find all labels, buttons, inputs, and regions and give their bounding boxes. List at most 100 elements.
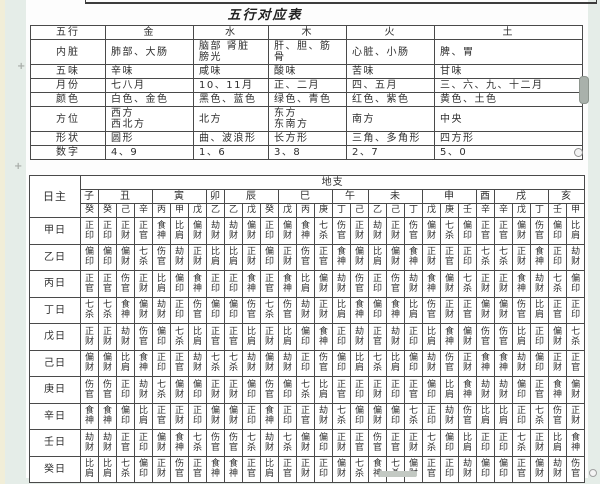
ten-god-cell: 劫 财 xyxy=(548,455,567,483)
stem-cell: 戊 xyxy=(512,203,531,218)
bottom-grip-handle[interactable] xyxy=(379,471,417,477)
table2-resize-handle-icon[interactable] xyxy=(589,469,597,477)
ten-god-cell: 食 神 xyxy=(278,270,297,298)
wuxing-value-cell: 长方形 xyxy=(268,131,347,146)
day-master-row: 丙日正 官正 官伤 官正 财比 肩偏 印食 神正 印正 印食 神正 官食 神比 … xyxy=(29,270,586,298)
ten-god-cell: 伤 官 xyxy=(260,376,279,404)
ten-god-cell: 比 肩 xyxy=(98,455,117,483)
ten-god-cell: 七 杀 xyxy=(170,323,189,351)
wuxing-value-cell: 2、7 xyxy=(346,145,435,160)
ten-god-cell: 七 杀 xyxy=(314,217,333,245)
ten-god-cell: 正 印 xyxy=(530,323,549,351)
wuxing-row: 数字 4、9 1、6 3、8 2、7 5、0 xyxy=(30,145,583,160)
ten-god-cell: 食 神 xyxy=(314,323,333,351)
stem-cell: 戊 xyxy=(242,203,261,218)
ten-god-cell: 食 神 xyxy=(386,296,405,324)
ten-god-cell: 比 肩 xyxy=(260,455,279,483)
table-move-handle-icon[interactable]: + xyxy=(17,61,26,72)
ten-god-cell: 偏 印 xyxy=(152,323,171,351)
ten-god-cell: 偏 财 xyxy=(116,243,135,271)
ten-god-cell: 偏 印 xyxy=(188,376,207,404)
wuxing-value-cell: 黑色、蓝色 xyxy=(193,92,269,107)
ten-god-cell: 偏 印 xyxy=(404,349,423,377)
ten-god-cell: 伤 官 xyxy=(296,243,315,271)
ten-god-cell: 比 肩 xyxy=(134,402,153,430)
stem-cell: 辛 xyxy=(494,203,513,218)
stem-cell: 壬 xyxy=(458,203,477,218)
ten-god-cell: 劫 财 xyxy=(422,349,441,377)
ten-god-cell: 正 官 xyxy=(548,296,567,324)
wuxing-value-cell: 4、9 xyxy=(105,145,194,160)
day-master-row: 丁日七 杀七 杀食 神偏 财劫 财正 印伤 官偏 印偏 印伤 官七 杀伤 官劫 … xyxy=(29,296,586,324)
table1-title: 五行对应表 xyxy=(227,8,303,23)
scrollbar-thumb[interactable] xyxy=(579,76,589,104)
ten-god-cell: 食 神 xyxy=(512,270,531,298)
table-move-handle-icon[interactable]: + xyxy=(14,161,23,172)
ten-god-cell: 伤 官 xyxy=(494,323,513,351)
wuxing-value-cell: 三角、多角形 xyxy=(346,131,435,146)
ten-god-cell: 伤 官 xyxy=(458,402,477,430)
ten-god-cell: 正 官 xyxy=(188,455,207,483)
ten-god-cell: 偏 印 xyxy=(206,296,225,324)
previous-table-fragment-tick xyxy=(85,0,86,4)
ten-god-cell: 七 杀 xyxy=(278,429,297,457)
ten-god-cell: 伤 官 xyxy=(530,217,549,245)
wuxing-row-label: 形状 xyxy=(30,131,106,146)
ten-god-cell: 伤 官 xyxy=(134,323,153,351)
wuxing-value-cell: 西方 西北方 xyxy=(105,106,194,132)
ten-god-cell: 偏 财 xyxy=(350,243,369,271)
wuxing-value-cell: 正、二月 xyxy=(268,78,347,93)
ten-god-cell: 劫 财 xyxy=(314,402,333,430)
wuxing-row: 方位 西方 西北方 北方 东方 东南方 南方 中央 xyxy=(30,106,583,132)
ten-god-cell: 偏 财 xyxy=(512,217,531,245)
branch-cell: 子 xyxy=(80,189,99,204)
day-master-row: 癸日比 肩比 肩七 杀偏 印正 财伤 官正 官食 神食 神正 官比 肩正 官正 … xyxy=(29,455,586,483)
ten-god-cell: 偏 印 xyxy=(296,323,315,351)
branch-row: 子丑寅卯辰巳午未申酉戌亥 xyxy=(30,189,586,204)
ten-god-cell: 比 肩 xyxy=(80,455,99,483)
ten-god-cell: 正 财 xyxy=(170,402,189,430)
dizhi-ten-gods-table: 日主 地支子丑寅卯辰巳午未申酉戌亥癸癸己辛丙甲戊乙乙戊癸戊丙庚丁己乙己丁戊庚壬辛辛… xyxy=(29,175,586,483)
ten-god-cell: 正 印 xyxy=(440,455,459,483)
ten-god-cell: 比 肩 xyxy=(314,376,333,404)
ten-god-cell: 食 神 xyxy=(152,217,171,245)
stem-cell: 庚 xyxy=(440,203,459,218)
ten-god-cell: 劫 财 xyxy=(242,349,261,377)
ten-god-cell: 七 杀 xyxy=(152,376,171,404)
ten-god-cell: 正 官 xyxy=(152,402,171,430)
ten-god-cell: 偏 财 xyxy=(206,402,225,430)
ten-god-cell: 七 杀 xyxy=(224,349,243,377)
ten-god-cell: 正 财 xyxy=(152,455,171,483)
ten-god-cell: 偏 印 xyxy=(116,402,135,430)
ten-god-cell: 伤 官 xyxy=(152,243,171,271)
ten-god-cell: 七 杀 xyxy=(530,402,549,430)
table1-resize-handle-icon[interactable] xyxy=(574,148,583,157)
ten-god-cell: 正 财 xyxy=(224,376,243,404)
ten-god-cell: 正 印 xyxy=(314,455,333,483)
stem-cell: 戊 xyxy=(278,203,297,218)
ten-god-cell: 食 神 xyxy=(242,270,261,298)
day-row-label: 癸日 xyxy=(29,455,81,483)
ten-god-cell: 食 神 xyxy=(296,217,315,245)
ten-god-cell: 七 杀 xyxy=(368,349,387,377)
ten-god-cell: 七 杀 xyxy=(548,270,567,298)
ten-god-cell: 劫 财 xyxy=(494,376,513,404)
wuxing-header-cell: 水 xyxy=(193,25,269,40)
wuxing-value-cell: 中央 xyxy=(434,106,583,132)
ten-god-cell: 偏 印 xyxy=(314,429,333,457)
ten-god-cell: 正 印 xyxy=(260,217,279,245)
ten-god-cell: 比 肩 xyxy=(296,270,315,298)
wuxing-value-cell: 曲、波浪形 xyxy=(193,131,269,146)
ten-god-cell: 食 神 xyxy=(548,376,567,404)
stem-cell: 丁 xyxy=(404,203,423,218)
ten-god-cell: 偏 印 xyxy=(368,296,387,324)
ten-god-cell: 劫 财 xyxy=(98,429,117,457)
ten-god-cell: 比 肩 xyxy=(404,296,423,324)
ten-god-cell: 偏 财 xyxy=(242,217,261,245)
left-margin-strip xyxy=(0,0,5,484)
wuxing-row-label: 五味 xyxy=(30,64,106,79)
ten-god-cell: 偏 印 xyxy=(80,243,99,271)
ten-god-cell: 正 印 xyxy=(116,376,135,404)
ten-god-cell: 正 印 xyxy=(80,217,99,245)
